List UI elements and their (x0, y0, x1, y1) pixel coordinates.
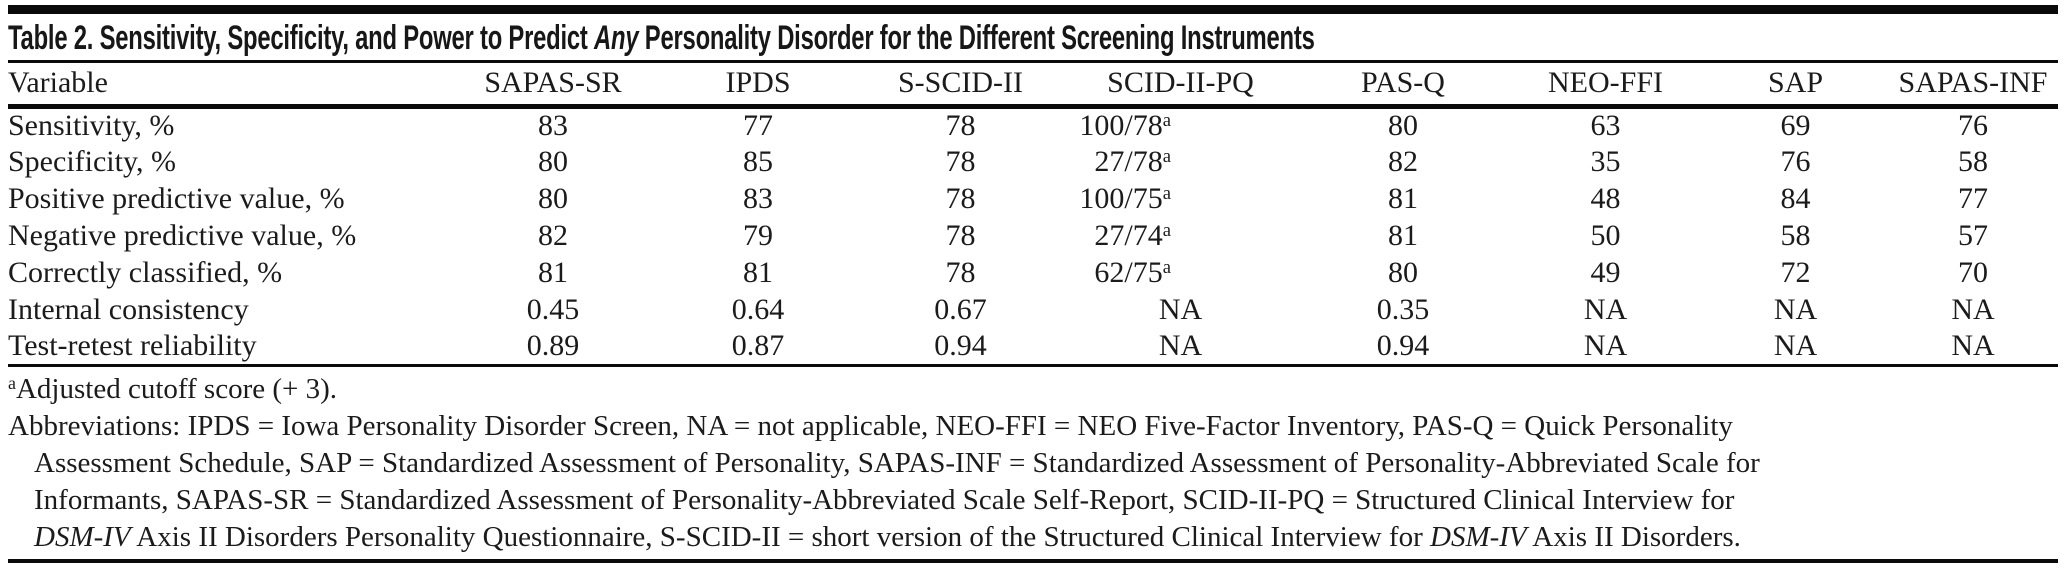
table-cell: 82 (1388, 144, 1418, 178)
table-cell: 58 (1958, 144, 1988, 178)
table-cell: 78 (945, 218, 976, 252)
table-cell: 79 (743, 218, 773, 252)
table-cell: 80 (1388, 108, 1418, 142)
table-cell: 0.89 (526, 328, 580, 362)
row-label: Positive predictive value, % (8, 181, 345, 215)
footnotes: aAdjusted cutoff score (+ 3). Abbreviati… (8, 371, 2058, 556)
table-cell: 80 (538, 144, 568, 178)
abbreviation-line: Abbreviations: IPDS = Iowa Personality D… (8, 409, 1733, 442)
title-rule (8, 60, 2058, 63)
table-cell: 84 (1780, 181, 1811, 215)
table-cell: 81 (1388, 218, 1418, 252)
table-cell: 27/78a (1094, 144, 1171, 178)
footnote-text: Adjusted cutoff score (+ 3). (15, 372, 338, 405)
column-header: SAP (1767, 66, 1824, 100)
table-cell: 49 (1590, 255, 1621, 289)
table-cell: NA (1773, 292, 1818, 326)
table-cell: 78 (945, 108, 976, 142)
table-cell: 58 (1780, 218, 1811, 252)
table-row: Positive predictive value, % 80 83 78 100/75… (8, 180, 2058, 217)
top-rule-bar (8, 5, 2058, 14)
row-label: Negative predictive value, % (8, 218, 357, 252)
table-cell: 76 (1780, 144, 1811, 178)
column-header: SAPAS-SR (484, 66, 622, 100)
table-body: Sensitivity, % 83 77 78 100/78a 80 63 69 76 Speci… (8, 106, 2058, 365)
table-cell: 81 (743, 255, 773, 289)
row-label: Specificity, % (8, 144, 177, 178)
table-cell: 78 (945, 144, 976, 178)
table-row: Test-retest reliability 0.89 0.87 0.94 NA 0.9… (8, 328, 2058, 365)
table-cell: 80 (538, 181, 568, 215)
table-cell: 81 (1388, 181, 1418, 215)
table-cell: 100/75a (1079, 181, 1171, 215)
table-cell: 0.67 (934, 292, 987, 326)
table-cell: NA (1583, 328, 1628, 362)
table-cell: 100/78a (1079, 108, 1171, 142)
table-cell: 72 (1780, 255, 1811, 289)
table-cell: 82 (538, 218, 568, 252)
table-cell: 80 (1388, 255, 1418, 289)
table-cell: 50 (1590, 218, 1621, 252)
table-cell: 0.35 (1376, 292, 1430, 326)
cutoff-footnote: aAdjusted cutoff score (+ 3). (8, 371, 2058, 408)
table-cell: 0.64 (731, 292, 785, 326)
row-label: Correctly classified, % (8, 255, 283, 289)
table-cell: 48 (1590, 181, 1621, 215)
column-header: NEO-FFI (1547, 66, 1663, 100)
table-cell: 77 (743, 108, 773, 142)
abbreviation-line: Assessment Schedule, SAP = Standardized … (34, 446, 1760, 479)
table-row: Sensitivity, % 83 77 78 100/78a 80 63 69 76 (8, 106, 2058, 143)
row-label: Sensitivity, % (8, 108, 175, 142)
table-figure: Table 2. Sensitivity, Specificity, and P… (8, 5, 2058, 563)
table-cell: 78 (945, 181, 976, 215)
table-cell: 0.45 (526, 292, 580, 326)
table-cell: 69 (1780, 108, 1811, 142)
header-row: Variable SAPAS-SR IPDS S-SCID-II SCID-II-PQ P… (8, 63, 2058, 106)
column-header: SCID-II-PQ (1107, 66, 1254, 100)
abbreviations-note: Abbreviations: IPDS = Iowa Personality D… (8, 408, 2058, 556)
table-cell: 70 (1958, 255, 1988, 289)
table-cell: 85 (743, 144, 773, 178)
table-header: Variable SAPAS-SR IPDS S-SCID-II SCID-II-PQ P… (8, 63, 2058, 106)
results-table: Variable SAPAS-SR IPDS S-SCID-II SCID-II-PQ P… (8, 63, 2058, 367)
table-cell: 0.94 (1376, 328, 1430, 362)
table-cell: 0.94 (934, 328, 987, 362)
table-cell: 27/74a (1094, 218, 1171, 252)
row-label: Internal consistency (8, 292, 249, 326)
table-cell: 83 (743, 181, 773, 215)
footnote-marker: a (8, 373, 16, 394)
table-cell: 78 (945, 255, 976, 289)
column-header: SAPAS-INF (1898, 66, 2048, 100)
table-cell: 77 (1958, 181, 1988, 215)
table-cell: 81 (538, 255, 568, 289)
column-header: S-SCID-II (898, 66, 1023, 100)
abbreviation-line: Informants, SAPAS-SR = Standardized Asse… (34, 483, 1735, 516)
table-cell: 35 (1590, 144, 1621, 178)
column-header: Variable (8, 66, 108, 100)
table-cell: NA (1583, 292, 1628, 326)
table-cell: NA (1158, 292, 1203, 326)
table-cell: NA (1773, 328, 1818, 362)
table-cell: NA (1951, 292, 1995, 326)
table-row: Correctly classified, % 81 81 78 62/75a 80 49 7… (8, 254, 2058, 291)
table-cell: 62/75a (1094, 255, 1171, 289)
table-cell: 0.87 (731, 328, 785, 362)
table-title: Table 2. Sensitivity, Specificity, and P… (8, 19, 1315, 57)
table-cell: 76 (1958, 108, 1988, 142)
column-header: PAS-Q (1361, 66, 1445, 100)
abbreviation-line: DSM-IV Axis II Disorders Personality Que… (34, 520, 1741, 553)
table-cell: 83 (538, 108, 568, 142)
column-header: IPDS (725, 66, 791, 100)
table-row: Specificity, % 80 85 78 27/78a 82 35 76 58 (8, 143, 2058, 180)
table-cell: 57 (1958, 218, 1988, 252)
table-cell: NA (1158, 328, 1203, 362)
table-cell: NA (1951, 328, 1995, 362)
table-row: Negative predictive value, % 82 79 78 27/74a… (8, 217, 2058, 254)
bottom-rule (8, 558, 2058, 563)
table-cell: 63 (1590, 108, 1621, 142)
table-row: Internal consistency 0.45 0.64 0.67 NA 0.35 NA… (8, 291, 2058, 328)
row-label: Test-retest reliability (8, 328, 257, 362)
